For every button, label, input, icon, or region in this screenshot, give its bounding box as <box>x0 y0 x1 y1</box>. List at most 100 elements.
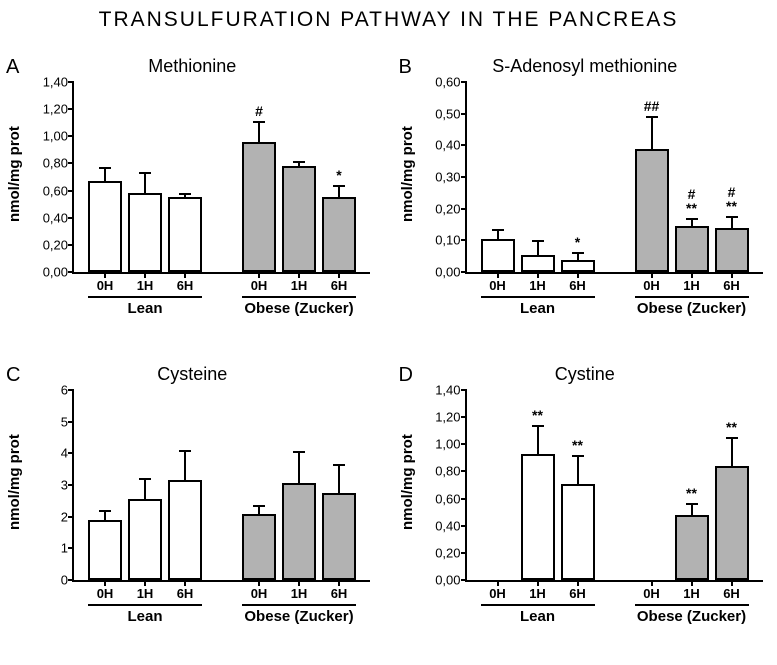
group-underline <box>242 604 356 606</box>
significance-marker: * <box>575 234 580 250</box>
error-bar <box>298 453 300 483</box>
y-tick-label: 0,80 <box>419 464 467 479</box>
y-tick-label: 1,20 <box>26 102 74 117</box>
error-bar <box>577 457 579 484</box>
y-tick-label: 0,10 <box>419 233 467 248</box>
y-tick-label: 0,40 <box>419 518 467 533</box>
bar <box>168 197 202 272</box>
error-bar <box>258 123 260 142</box>
chart-area: 0,000,200,400,600,801,001,201,400H**1H**… <box>465 390 763 582</box>
group-underline <box>635 296 749 298</box>
error-cap <box>293 161 305 163</box>
bar <box>322 197 356 272</box>
bar <box>282 483 316 580</box>
bar <box>282 166 316 272</box>
error-bar <box>731 218 733 228</box>
panel-C: CCysteinenmol/mg prot01234560H1H6H0H1H6H… <box>0 360 385 660</box>
error-cap <box>333 464 345 466</box>
y-axis-label: nmol/mg prot <box>399 434 416 530</box>
error-cap <box>293 451 305 453</box>
error-bar <box>651 118 653 148</box>
bar <box>128 193 162 272</box>
y-tick-label: 1,40 <box>419 383 467 398</box>
error-cap <box>99 510 111 512</box>
significance-marker: ** <box>686 200 697 216</box>
significance-marker: # <box>255 103 263 119</box>
y-tick-label: 3 <box>26 478 74 493</box>
error-bar <box>258 507 260 513</box>
x-tick-label: 1H <box>291 278 308 293</box>
group-label-lean: Lean <box>520 608 555 625</box>
y-tick-label: 0,50 <box>419 106 467 121</box>
significance-marker: ** <box>726 198 737 214</box>
bar <box>88 181 122 272</box>
x-tick-label: 0H <box>97 278 114 293</box>
panel-D: DCystinenmol/mg prot0,000,200,400,600,80… <box>393 360 777 660</box>
bar <box>168 480 202 580</box>
x-tick-label: 1H <box>683 586 700 601</box>
page-title: TRANSULFURATION PATHWAY IN THE PANCREAS <box>0 8 777 32</box>
x-tick-label: 0H <box>97 586 114 601</box>
bar <box>675 515 709 580</box>
error-bar <box>691 505 693 515</box>
y-tick-label: 0,30 <box>419 170 467 185</box>
significance-marker: ** <box>572 437 583 453</box>
x-tick-label: 1H <box>683 278 700 293</box>
y-tick-label: 0,80 <box>26 156 74 171</box>
bar <box>635 149 669 273</box>
error-cap <box>333 185 345 187</box>
y-tick-label: 1,40 <box>26 75 74 90</box>
x-tick-label: 6H <box>331 586 348 601</box>
y-tick-label: 0 <box>26 573 74 588</box>
y-tick-label: 0,40 <box>26 210 74 225</box>
y-tick-label: 0,40 <box>419 138 467 153</box>
group-label-obese: Obese (Zucker) <box>244 300 353 317</box>
error-cap <box>139 478 151 480</box>
y-tick-label: 6 <box>26 383 74 398</box>
group-underline <box>242 296 356 298</box>
error-bar <box>298 163 300 166</box>
x-tick-label: 1H <box>137 278 154 293</box>
y-axis-label: nmol/mg prot <box>6 126 23 222</box>
error-bar <box>537 242 539 255</box>
error-cap <box>572 455 584 457</box>
significance-marker: ## <box>644 98 660 114</box>
x-tick-label: 1H <box>529 586 546 601</box>
significance-marker: ** <box>532 407 543 423</box>
error-cap <box>253 505 265 507</box>
error-bar <box>144 174 146 193</box>
error-cap <box>532 425 544 427</box>
error-cap <box>179 450 191 452</box>
error-bar <box>691 220 693 226</box>
bar <box>715 228 749 272</box>
y-tick-label: 5 <box>26 414 74 429</box>
group-underline <box>635 604 749 606</box>
y-tick-label: 1,00 <box>26 129 74 144</box>
x-tick-label: 6H <box>723 278 740 293</box>
group-underline <box>481 604 595 606</box>
x-tick-label: 0H <box>251 278 268 293</box>
chart-area: 0,000,200,400,600,801,001,201,400H1H6H#0… <box>72 82 370 274</box>
y-tick-label: 1,00 <box>419 437 467 452</box>
bar <box>128 499 162 580</box>
bar <box>521 255 555 272</box>
y-tick-label: 0,20 <box>26 237 74 252</box>
x-tick-label: 0H <box>489 278 506 293</box>
bar <box>521 454 555 580</box>
bar <box>675 226 709 272</box>
error-bar <box>184 195 186 198</box>
error-cap <box>532 240 544 242</box>
y-tick-label: 0,20 <box>419 201 467 216</box>
y-axis-label: nmol/mg prot <box>6 434 23 530</box>
error-cap <box>572 252 584 254</box>
group-label-obese: Obese (Zucker) <box>637 300 746 317</box>
error-cap <box>726 216 738 218</box>
y-tick-label: 1 <box>26 541 74 556</box>
significance-marker: ** <box>726 419 737 435</box>
error-cap <box>646 116 658 118</box>
error-cap <box>492 229 504 231</box>
x-tick-label: 6H <box>177 278 194 293</box>
y-tick-label: 0,00 <box>419 265 467 280</box>
error-bar <box>497 231 499 239</box>
chart-area: 0,000,100,200,300,400,500,600H1H*6H##0H#… <box>465 82 763 274</box>
